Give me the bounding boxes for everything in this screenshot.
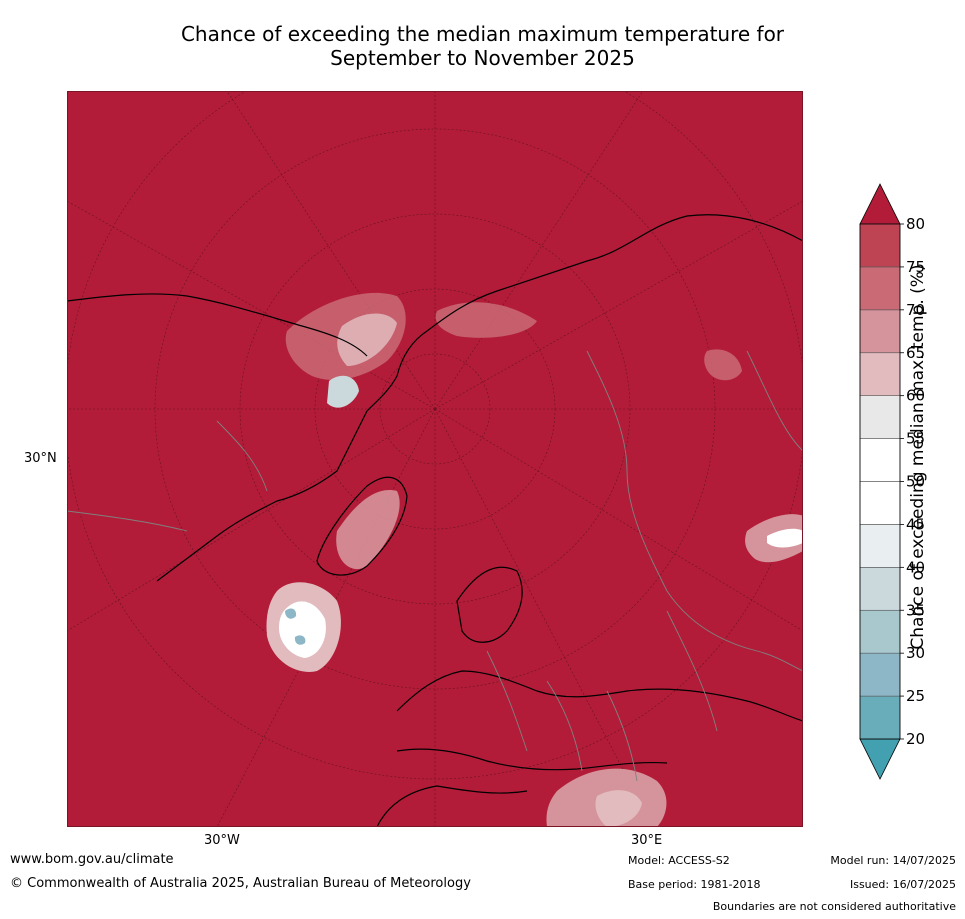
colorbar-tick-label: 40 xyxy=(906,558,925,576)
coast-canada xyxy=(156,410,368,582)
patch-siberia-east xyxy=(435,302,537,338)
colorbar-segment xyxy=(859,352,901,396)
colorbar-segment xyxy=(859,567,901,611)
patch-greenland xyxy=(336,490,400,570)
patch-siberia-small xyxy=(704,349,742,381)
lon-label-30w: 30°W xyxy=(204,833,240,848)
coast-africa xyxy=(376,785,528,827)
colorbar-tick-label: 75 xyxy=(906,258,925,276)
colorbar: 20 25 30 35 40 45 50 55 60 65 70 75 80 xyxy=(859,183,925,780)
colorbar-segment xyxy=(859,309,901,354)
probability-map xyxy=(67,91,803,827)
colorbar-segment xyxy=(859,266,901,311)
country-borders xyxy=(67,350,803,782)
colorbar-tick-label: 30 xyxy=(906,644,925,662)
colorbar-segment xyxy=(859,524,901,568)
colorbar-under-arrow xyxy=(859,738,901,780)
colorbar-segments xyxy=(859,183,901,780)
colorbar-tick-label: 20 xyxy=(906,730,925,748)
footer-website[interactable]: www.bom.gov.au/climate xyxy=(10,852,174,867)
probability-patches xyxy=(266,292,803,827)
footer-issued: Issued: 16/07/2025 xyxy=(849,878,956,891)
colorbar-segment xyxy=(859,609,901,654)
colorbar-tick-label: 50 xyxy=(906,473,925,491)
colorbar-tick-label: 80 xyxy=(906,215,925,233)
colorbar-tick-label: 65 xyxy=(906,344,925,362)
title-line-2: September to November 2025 xyxy=(330,46,635,70)
footer-copyright: © Commonwealth of Australia 2025, Austra… xyxy=(10,876,471,891)
colorbar-segment xyxy=(859,395,901,439)
coast-europe xyxy=(396,670,803,722)
chart-title: Chance of exceeding the median maximum t… xyxy=(0,22,965,70)
colorbar-label: Chance of exceeding median max. temp. (%… xyxy=(908,264,928,650)
graticule xyxy=(67,91,803,827)
colorbar-tick-label: 25 xyxy=(906,687,925,705)
colorbar-tick-label: 35 xyxy=(906,601,925,619)
lon-label-30e: 30°E xyxy=(631,833,663,848)
patch-sahara-light xyxy=(595,790,642,827)
footer-disclaimer: Boundaries are not considered authoritat… xyxy=(712,900,956,913)
footer-base-period: Base period: 1981-2018 xyxy=(628,878,761,891)
title-line-1: Chance of exceeding the median maximum t… xyxy=(180,22,785,46)
patch-pacific-blue-1 xyxy=(285,608,297,619)
footer-model-run: Model run: 14/07/2025 xyxy=(830,854,956,867)
coastlines xyxy=(67,214,803,827)
lat-label-30n: 30°N xyxy=(24,451,57,466)
coast-scandinavia xyxy=(456,566,523,643)
colorbar-tick-label: 55 xyxy=(906,430,925,448)
colorbar-ticks: 20 25 30 35 40 45 50 55 60 65 70 75 80 xyxy=(900,215,925,748)
patch-alaska-light xyxy=(337,313,397,366)
colorbar-segment xyxy=(859,438,901,482)
coast-alaska xyxy=(67,293,368,357)
colorbar-over-arrow xyxy=(859,183,901,225)
footer-model: Model: ACCESS-S2 xyxy=(628,854,730,867)
coast-siberia xyxy=(366,214,803,412)
coast-greenland xyxy=(316,476,408,576)
colorbar-segment xyxy=(859,695,901,740)
colorbar-segment xyxy=(859,223,901,268)
colorbar-tick-label: 70 xyxy=(906,301,925,319)
colorbar-segment xyxy=(859,652,901,697)
coast-mediterranean xyxy=(396,748,668,771)
patch-bering xyxy=(327,375,359,408)
colorbar-tick-label: 45 xyxy=(906,515,925,533)
colorbar-tick-label: 60 xyxy=(906,387,925,405)
colorbar-segment xyxy=(859,481,901,525)
patch-asia-east-light xyxy=(767,528,803,548)
patch-pacific-blue-2 xyxy=(294,635,306,645)
